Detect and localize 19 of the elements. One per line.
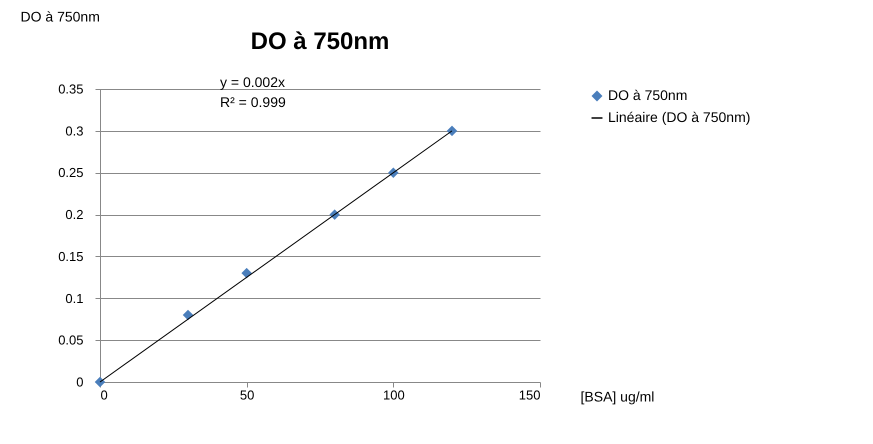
y-tick-label: 0.25 [58,165,84,180]
x-tick-label: 150 [518,388,540,402]
y-tick-label: 0.35 [58,82,84,96]
legend-label: DO à 750nm [608,87,688,103]
y-tick-label: 0.1 [65,290,84,306]
y-tick-label: 0.3 [65,123,84,138]
y-tick-label: 0.05 [58,332,84,348]
x-tick-label: 0 [100,388,108,402]
y-axis-title: DO à 750nm [20,8,100,24]
y-tick-label: 0.15 [58,248,84,264]
x-tick-label: 100 [382,388,405,402]
x-axis-title: [BSA] ug/ml [580,388,654,404]
chart-title: DO à 750nm [250,28,390,55]
annotation: y = 0.002x [220,74,285,90]
y-tick-label: 0 [76,374,84,390]
annotation: R² = 0.999 [220,94,286,110]
legend-label: Linéaire (DO à 750nm) [608,109,750,125]
x-tick-label: 50 [240,388,254,402]
y-tick-label: 0.2 [65,207,84,222]
